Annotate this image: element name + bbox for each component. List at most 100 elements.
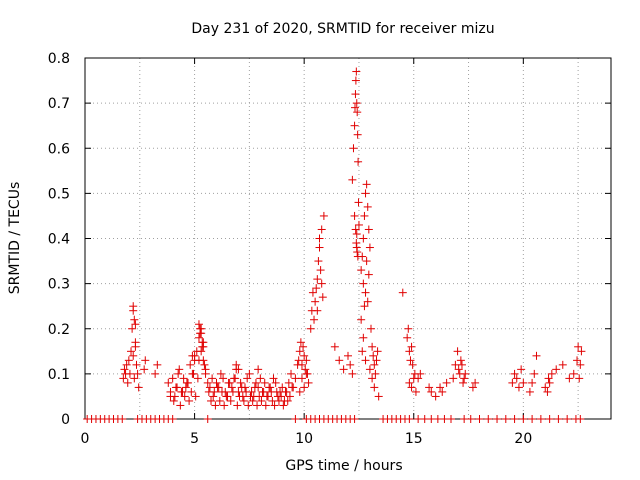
- data-point: [541, 383, 550, 392]
- data-point: [408, 360, 417, 369]
- data-point: [510, 369, 519, 378]
- data-point: [471, 378, 480, 387]
- data-point: [254, 365, 263, 374]
- data-point: [300, 383, 309, 392]
- data-point: [231, 374, 240, 383]
- data-point: [176, 401, 185, 410]
- data-point: [351, 76, 360, 85]
- data-point: [457, 360, 466, 369]
- data-point: [370, 360, 379, 369]
- data-point: [270, 401, 279, 410]
- y-tick-label: 0.3: [48, 277, 70, 293]
- data-point: [367, 324, 376, 333]
- data-point: [153, 360, 162, 369]
- data-point: [351, 90, 360, 99]
- data-point: [211, 401, 220, 410]
- data-point: [197, 324, 206, 333]
- data-point: [242, 387, 251, 396]
- data-point: [312, 284, 321, 293]
- data-point: [288, 383, 297, 392]
- data-point: [407, 383, 416, 392]
- data-point: [244, 401, 253, 410]
- data-point: [370, 383, 379, 392]
- data-point: [122, 360, 131, 369]
- data-point: [261, 401, 270, 410]
- data-point: [357, 315, 366, 324]
- data-point: [359, 279, 368, 288]
- data-point: [250, 383, 259, 392]
- data-point: [181, 383, 190, 392]
- data-point: [317, 279, 326, 288]
- data-point: [365, 365, 374, 374]
- data-point: [193, 374, 202, 383]
- y-tick-label: 0.5: [48, 186, 70, 202]
- data-point: [279, 401, 288, 410]
- data-point: [271, 378, 280, 387]
- data-point: [140, 365, 149, 374]
- data-point: [125, 369, 134, 378]
- data-point: [217, 387, 226, 396]
- data-point: [335, 356, 344, 365]
- data-point: [232, 360, 241, 369]
- data-point: [236, 378, 245, 387]
- data-point: [243, 374, 252, 383]
- data-point: [200, 360, 209, 369]
- data-point: [266, 383, 275, 392]
- data-point: [295, 347, 304, 356]
- data-point: [313, 275, 322, 284]
- data-point: [304, 378, 313, 387]
- data-point: [224, 378, 233, 387]
- data-point: [519, 415, 528, 423]
- data-point: [371, 369, 380, 378]
- x-axis-label: GPS time / hours: [285, 458, 402, 474]
- data-point: [344, 351, 352, 360]
- data-point: [350, 121, 359, 130]
- data-point: [360, 302, 369, 311]
- data-point: [361, 356, 370, 365]
- data-point: [461, 369, 470, 378]
- data-point: [227, 383, 236, 392]
- axis-ticks: 0 5 10 15 20 0 0.1 0.2 0.3 0.4 0.5 0.6 0.7 0.8: [48, 51, 611, 447]
- data-point: [178, 387, 187, 396]
- data-point: [245, 369, 254, 378]
- data-point: [372, 356, 381, 365]
- data-point: [226, 396, 235, 405]
- data-point: [573, 356, 582, 365]
- data-point: [316, 266, 325, 275]
- y-tick-label: 0.7: [48, 96, 70, 112]
- data-point: [544, 374, 553, 383]
- data-point: [188, 351, 197, 360]
- data-point: [574, 342, 583, 351]
- data-point: [208, 374, 217, 383]
- data-point: [207, 396, 216, 405]
- data-point: [132, 360, 141, 369]
- data-point: [454, 365, 463, 374]
- data-point: [199, 342, 208, 351]
- data-point: [405, 415, 414, 423]
- data-point: [248, 396, 257, 405]
- data-point: [278, 383, 287, 392]
- data-point: [438, 387, 447, 396]
- data-point: [406, 356, 415, 365]
- data-point: [166, 392, 175, 401]
- data-point: [234, 365, 243, 374]
- data-point: [442, 378, 451, 387]
- data-point: [405, 378, 414, 387]
- data-point: [257, 396, 266, 405]
- data-point: [315, 243, 324, 252]
- data-point: [519, 378, 528, 387]
- data-point: [283, 396, 292, 405]
- data-point: [187, 387, 196, 396]
- data-points: [83, 67, 586, 423]
- data-point: [272, 387, 281, 396]
- data-point: [365, 243, 374, 252]
- data-point: [194, 333, 203, 342]
- data-point: [299, 342, 308, 351]
- data-point: [425, 383, 434, 392]
- data-point: [351, 225, 360, 234]
- data-point: [196, 329, 205, 338]
- y-tick-label: 0.2: [48, 322, 70, 338]
- data-point: [545, 378, 554, 387]
- data-point: [194, 320, 203, 329]
- data-point: [203, 415, 212, 423]
